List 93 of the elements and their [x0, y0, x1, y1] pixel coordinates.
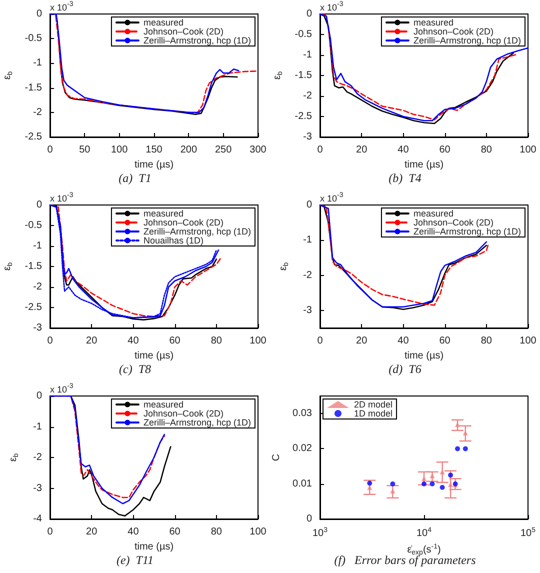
legend-label: Zerilli–Armstrong, hcp (1D): [143, 36, 252, 46]
x-tick-label: 0: [47, 336, 54, 346]
y-tick-label: -1: [33, 421, 42, 432]
y-tick-label: 0.02: [292, 443, 312, 454]
legend-label: 1D model: [354, 408, 393, 418]
y-tick-label: -3: [33, 322, 42, 334]
x-tick-label: 0: [47, 526, 54, 538]
x-tick-label: 0: [317, 144, 324, 156]
legend-label: Johnson–Cook (2D): [143, 408, 224, 418]
x-tick-label: 40: [398, 336, 410, 346]
legend-label: Johnson–Cook (2D): [143, 218, 224, 228]
y-tick-label: -1: [303, 234, 312, 246]
y-tick-label: -1: [33, 58, 42, 69]
legend-label: measured: [143, 18, 184, 28]
x-tick-label: 80: [480, 336, 492, 346]
x-tick-label: 60: [169, 336, 181, 346]
y-tick-label: -0.5: [24, 33, 42, 44]
x-tick-label: 150: [146, 144, 163, 156]
legend-label: Zerilli–Armstrong, hcp (1D): [143, 418, 252, 428]
legend-label: Zerilli–Armstrong, hcp (1D): [413, 226, 522, 236]
y-tick-label: -2.5: [294, 111, 312, 122]
y-tick-label: 0: [36, 390, 42, 402]
x-axis-title: time (µs): [404, 350, 444, 362]
y-tick-label: -2.5: [24, 302, 42, 313]
y-tick-label: -3: [303, 132, 312, 142]
y-tick-label: 0: [306, 514, 312, 524]
y-axis-title: C: [271, 454, 282, 462]
x-tick-label: 100: [110, 144, 128, 156]
y-tick-label: 0: [36, 200, 42, 210]
x-tick-label: 0: [47, 144, 54, 156]
legend-label: 2D model: [354, 400, 393, 410]
x-tick-label: 80: [210, 336, 222, 346]
y-tick-label: -2.5: [24, 132, 42, 142]
x-tick-label: 0: [317, 336, 324, 346]
y-tick-label: -2: [303, 90, 312, 102]
legend-label: Zerilli–Armstrong, hcp (1D): [413, 36, 522, 46]
x-tick-label: 60: [169, 526, 181, 538]
legend-label: measured: [143, 208, 184, 218]
x-axis-title: time (µs): [404, 159, 444, 170]
x-tick-label: 250: [214, 144, 232, 156]
x-tick-label: 200: [180, 144, 198, 156]
x-tick-label: 60: [439, 336, 451, 346]
legend-label: Johnson–Cook (2D): [413, 26, 494, 36]
y-tick-label: -3: [33, 482, 42, 494]
legend-label: measured: [413, 18, 454, 28]
y-tick-label: 0: [306, 200, 312, 210]
x-tick-label: 20: [356, 144, 368, 156]
text: (d) T6: [388, 362, 422, 376]
y-tick-label: -0.5: [294, 29, 312, 40]
x-tick-label: 50: [79, 144, 91, 156]
y-tick-label: -1.5: [24, 82, 42, 94]
x-tick-label: 80: [480, 144, 492, 156]
x-axis-title: time (µs): [134, 541, 174, 552]
x-tick-label: 300: [250, 144, 267, 156]
x-tick-label: 100: [520, 336, 537, 346]
x-tick-label: 20: [86, 526, 98, 538]
x-tick-label: 40: [128, 526, 140, 538]
x-tick-label: 20: [86, 336, 98, 346]
y-tick-label: -4: [33, 514, 42, 524]
y-tick-label: -2: [33, 452, 42, 463]
legend-label: Johnson–Cook (2D): [143, 26, 224, 36]
legend-label: Johnson–Cook (2D): [413, 218, 494, 228]
y-tick-label: -2: [33, 282, 42, 292]
y-tick-label: 0: [306, 8, 312, 20]
text: (c) T8: [119, 362, 151, 376]
y-tick-label: -1: [303, 50, 312, 60]
legend-label: measured: [143, 400, 184, 410]
x-axis-title: time (µs): [134, 350, 174, 362]
y-tick-label: -2: [303, 270, 312, 281]
x-tick-label: 40: [398, 144, 410, 156]
x-tick-label: 20: [356, 336, 368, 346]
x-tick-label: 80: [210, 526, 222, 538]
y-tick-label: -0.5: [24, 220, 42, 231]
x-tick-label: 100: [250, 336, 267, 346]
y-tick-label: -1.5: [24, 261, 42, 272]
y-tick-label: 0: [36, 8, 42, 20]
y-tick-label: 0.01: [292, 478, 312, 490]
text: (b) T4: [388, 171, 422, 185]
y-tick-label: -1.5: [294, 70, 312, 81]
y-tick-label: 0.03: [292, 408, 312, 420]
y-tick-label: -2: [33, 106, 42, 118]
legend-label: Nouailhas (1D): [143, 236, 204, 246]
x-axis-title: time (µs): [134, 159, 174, 170]
text: (e) T11: [116, 553, 154, 567]
y-tick-label: -3: [303, 304, 312, 316]
x-tick-label: 40: [128, 336, 140, 346]
x-tick-label: 100: [520, 144, 537, 156]
y-tick-label: -1: [33, 240, 42, 252]
legend-label: measured: [413, 208, 454, 218]
x-tick-label: 60: [439, 144, 451, 156]
legend-label: Zerilli–Armstrong, hcp (1D): [143, 226, 252, 236]
x-tick-label: 100: [250, 526, 267, 538]
text: (a) T1: [118, 171, 152, 185]
